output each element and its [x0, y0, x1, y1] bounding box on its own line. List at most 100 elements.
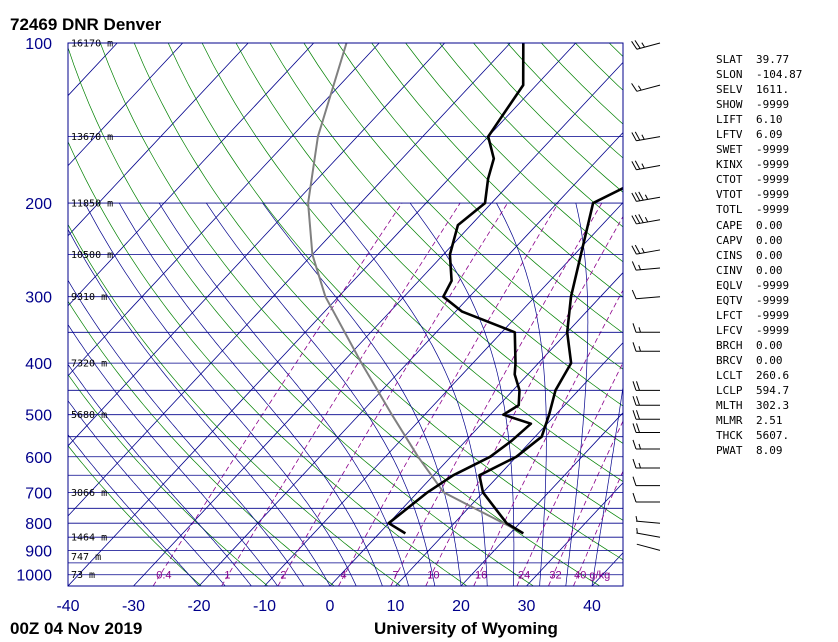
pressure-tick-label: 100 [25, 36, 52, 53]
height-label: 13670 m [71, 132, 113, 143]
wind-barb-flag [631, 261, 637, 271]
index-key: SELV [716, 83, 743, 97]
wind-barb [632, 458, 660, 469]
temperature-tick-label: -30 [122, 598, 145, 615]
plot-frame [67, 42, 624, 587]
moist-adiabat-line [118, 202, 383, 586]
moist-adiabat-line [68, 363, 252, 586]
mixing-ratio-line [516, 361, 623, 586]
wind-barb [631, 83, 661, 92]
dry-adiabat-line [269, 43, 623, 407]
wind-barb [631, 40, 661, 50]
height-label: 10500 m [71, 250, 113, 261]
wind-barb-flag [644, 194, 649, 200]
wind-barb-flag [637, 85, 642, 91]
wind-barb-flag [641, 247, 645, 253]
wind-barb [631, 191, 661, 202]
mixing-ratio-label: 16 [475, 570, 487, 582]
index-row: LCLP 594.7 [716, 383, 802, 398]
wind-barb [632, 381, 660, 391]
index-value: -9999 [756, 98, 790, 112]
wind-barb-flag [631, 132, 637, 142]
pressure-tick-label: 600 [25, 450, 52, 467]
wind-barb-flag [638, 443, 641, 450]
wind-barb-flag [636, 396, 640, 406]
index-row: SWET -9999 [716, 142, 802, 157]
index-key: SLON [716, 68, 743, 82]
chart-grid [68, 43, 838, 586]
moist-adiabat-line [68, 279, 305, 586]
dewpoint-profile-line [387, 43, 533, 535]
index-key: LIFT [716, 113, 743, 127]
pressure-tick-label: 800 [25, 516, 52, 533]
dry-adiabat-line [68, 445, 202, 586]
mixing-ratio-label: 1 [224, 570, 230, 582]
wind-barb-flag [631, 41, 638, 50]
isotherm-line [395, 342, 623, 586]
index-value: -9999 [756, 173, 790, 187]
moist-adiabat-line [158, 202, 409, 586]
index-row: CINV 0.00 [716, 263, 802, 278]
index-row: KINX -9999 [716, 157, 802, 172]
temperature-tick-label: -10 [253, 598, 276, 615]
index-key: SWET [716, 143, 743, 157]
footer-source: University of Wyoming [374, 619, 558, 638]
temperature-tick-label: 30 [518, 598, 536, 615]
index-value: -9999 [756, 293, 790, 307]
index-key: PWAT [716, 444, 743, 458]
index-value: 302.3 [756, 399, 790, 413]
wind-barb-flag [641, 134, 645, 140]
index-value: 260.6 [756, 368, 790, 382]
wind-barb-flag [634, 40, 641, 49]
isotherm-line [68, 43, 380, 377]
wind-barb [631, 289, 661, 300]
wind-barb-flag [631, 245, 637, 255]
index-value: 6.10 [756, 113, 783, 127]
wind-barb-flag [631, 192, 637, 202]
temperature-profile-line [478, 186, 623, 535]
dry-adiabat-line [813, 43, 838, 586]
index-key: EQLV [716, 278, 743, 292]
mixing-ratio-line [152, 202, 403, 586]
index-value: 0.00 [756, 263, 783, 277]
index-value: 8.09 [756, 444, 783, 458]
dry-adiabat-line [68, 140, 468, 586]
dry-adiabat-line [235, 43, 623, 444]
index-row: TOTL -9999 [716, 202, 802, 217]
index-value: 0.00 [756, 248, 783, 262]
moist-adiabat-line [206, 202, 436, 586]
wind-barb-flag [638, 327, 641, 333]
mixing-ratio-label: 7 [393, 570, 399, 582]
parcel-profile-line [307, 43, 524, 535]
wind-barb [636, 527, 661, 538]
index-row: CAPV 0.00 [716, 233, 802, 248]
wind-barb-staff [636, 532, 661, 538]
index-row: CINS 0.00 [716, 248, 802, 263]
index-key: LFCV [716, 323, 743, 337]
wind-barb-staff [636, 296, 661, 300]
footer-date: 00Z 04 Nov 2019 [10, 619, 142, 638]
dry-adiabat-line [201, 43, 623, 482]
moist-adiabat-line [330, 202, 488, 586]
wind-barb-flag [635, 515, 638, 522]
wind-barb-staff [636, 196, 661, 202]
isotherm-line [526, 482, 623, 586]
index-key: BRCH [716, 338, 743, 352]
index-value: 0.00 [756, 233, 783, 247]
index-value: 0.00 [756, 218, 783, 232]
temperature-tick-label: -40 [56, 598, 79, 615]
wind-barb-flag [641, 163, 645, 169]
index-row: LIFT 6.10 [716, 112, 802, 127]
isotherm-line [264, 201, 623, 586]
mixing-ratio-line [425, 215, 623, 586]
index-row: LFCT -9999 [716, 308, 802, 323]
wind-barb-flag [632, 439, 637, 450]
dry-adiabat-line [337, 43, 623, 334]
pressure-tick-label: 500 [25, 408, 52, 425]
pressure-tick-label: 700 [25, 485, 52, 502]
dry-adiabat-line [68, 373, 269, 586]
wind-barb-flag [634, 131, 641, 141]
index-key: TOTL [716, 203, 743, 217]
wind-barb [631, 244, 661, 255]
